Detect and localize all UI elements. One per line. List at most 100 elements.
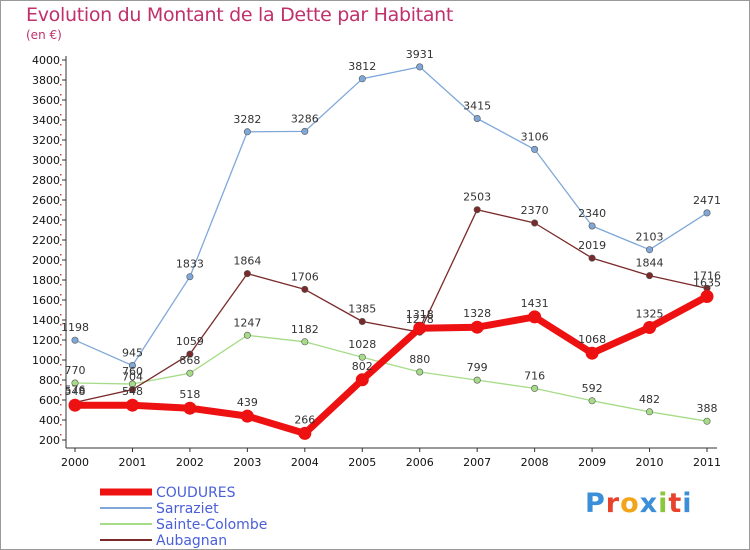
y-minor-tick [60,144,62,146]
series-line-coudures [71,293,711,437]
data-point [71,379,79,387]
data-point [243,128,251,136]
data-label: 3931 [406,48,434,61]
data-label: 1059 [176,335,204,348]
data-point [588,254,596,262]
data-label: 880 [409,353,430,366]
data-label: 868 [179,354,200,367]
y-tick-label: 2200 [32,234,60,247]
y-minor-tick [60,84,62,86]
y-tick-label: 2000 [32,254,60,267]
data-label: 518 [179,388,200,401]
logo-letter: i [682,488,693,519]
data-point [473,206,481,214]
y-minor-tick [60,104,62,106]
data-label: 1325 [636,308,664,321]
data-label: 439 [237,396,258,409]
x-tick-label: 2000 [61,456,89,469]
y-minor-tick [60,64,62,66]
y-minor-tick [60,124,62,126]
y-minor-tick [60,324,62,326]
data-point [585,346,599,360]
data-point [128,361,136,369]
data-point [186,350,194,358]
data-point [71,336,79,344]
data-label: 548 [122,385,143,398]
legend-label: COUDURES [156,485,236,501]
logo-letter: o [620,488,640,519]
y-minor-tick [60,224,62,226]
data-point [298,426,312,440]
data-point [646,408,654,416]
y-minor-tick [60,284,62,286]
y-minor-tick [60,194,62,196]
data-label: 3812 [348,60,376,73]
data-label: 576 [65,383,86,396]
x-tick-label: 2005 [348,456,376,469]
data-label: 3106 [521,130,549,143]
y-tick-label: 3800 [32,74,60,87]
x-tick-label: 2004 [291,456,319,469]
data-point [355,373,369,387]
x-tick-label: 2006 [406,456,434,469]
data-point [646,272,654,280]
y-tick-label: 200 [39,434,60,447]
data-point [301,285,309,293]
data-point [416,368,424,376]
data-label: 2340 [578,207,606,220]
y-minor-tick [60,244,62,246]
data-label: 799 [467,361,488,374]
data-label: 1635 [693,277,721,290]
data-point [68,398,82,412]
y-tick-label: 600 [39,394,60,407]
y-minor-tick [60,304,62,306]
data-label: 1182 [291,323,319,336]
y-minor-tick [60,344,62,346]
data-point [186,369,194,377]
y-tick-label: 4000 [32,54,60,67]
data-label: 1247 [233,316,261,329]
data-label: 1864 [233,255,261,268]
data-point [588,222,596,230]
series-line-sainte-colombe [74,334,708,422]
series-line-aubagnan [74,209,708,404]
data-point [470,320,484,334]
data-point [413,321,427,335]
data-point [183,401,197,415]
data-label: 482 [639,393,660,406]
data-point [531,145,539,153]
data-point [358,317,366,325]
data-label: 548 [65,385,86,398]
x-tick-label: 2009 [578,456,606,469]
data-point [243,270,251,278]
data-label: 1028 [348,338,376,351]
data-label: 1198 [61,321,89,334]
data-label: 2471 [693,194,721,207]
data-label: 2103 [636,231,664,244]
data-point [358,353,366,361]
data-point [240,409,254,423]
data-label: 592 [582,382,603,395]
data-label: 1278 [406,313,434,326]
x-tick-label: 2001 [118,456,146,469]
y-minor-tick [60,234,62,236]
data-point [186,273,194,281]
data-label: 388 [697,402,718,415]
data-point [703,417,711,425]
data-point [531,384,539,392]
y-tick-label: 400 [39,414,60,427]
logo-letter: r [605,488,621,519]
x-tick-label: 2008 [521,456,549,469]
y-tick-label: 2800 [32,174,60,187]
y-minor-tick [60,274,62,276]
y-minor-tick [60,394,62,396]
y-minor-tick [60,134,62,136]
legend-label: Sainte-Colombe [156,517,267,533]
data-point [243,331,251,339]
data-label: 802 [352,360,373,373]
data-label: 1706 [291,270,319,283]
y-minor-tick [60,424,62,426]
y-minor-tick [60,174,62,176]
